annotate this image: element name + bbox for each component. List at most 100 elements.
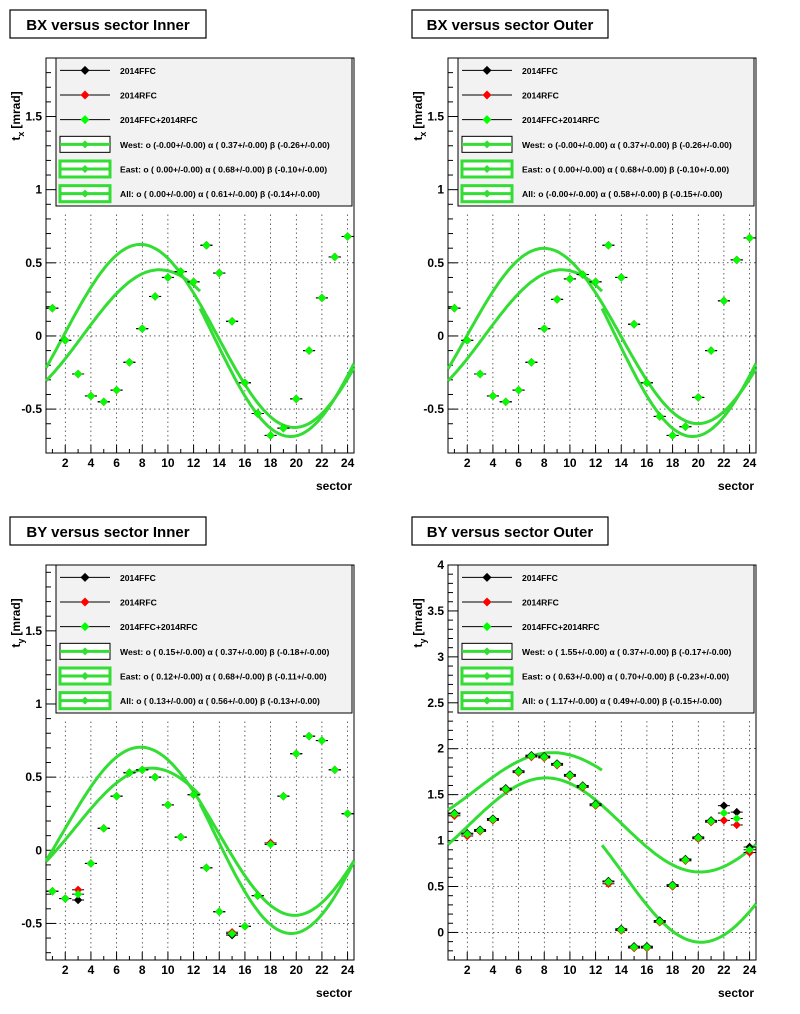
y-axis-label: ty [mrad] <box>411 598 428 647</box>
data-point <box>227 317 237 326</box>
fit-curve-west <box>446 268 604 382</box>
x-tick-label: 14 <box>213 963 227 977</box>
legend-box <box>55 564 353 714</box>
x-tick-label: 16 <box>238 456 252 470</box>
legend-marker <box>80 597 90 607</box>
legend-entry: 2014FFC+2014RFC <box>462 115 600 125</box>
y-axis-subscript: y <box>16 639 26 644</box>
legend: 2014FFC 2014RFC 2014FFC+2014RFC West: o (-0… <box>457 57 755 207</box>
legend: 2014FFC 2014RFC 2014FFC+2014RFC West: o ( 0… <box>55 564 353 714</box>
data-point <box>86 391 96 401</box>
data-point <box>138 324 147 333</box>
data-point <box>343 232 352 241</box>
legend-marker <box>80 115 90 125</box>
y-tick-label: -0.5 <box>423 402 444 416</box>
y-tick-label: 0 <box>35 329 42 343</box>
legend-entry: 2014FFC+2014RFC <box>60 622 198 632</box>
title-box <box>9 9 207 39</box>
data-point <box>642 942 652 952</box>
y-axis-label: tx [mrad] <box>9 91 26 140</box>
data-point <box>99 397 108 406</box>
legend-entry: East: o ( 0.63+/-0.00) α ( 0.70+/-0.00) … <box>460 666 729 686</box>
data-point <box>189 790 198 799</box>
y-tick-label: -0.5 <box>21 916 42 930</box>
x-tick-label: 6 <box>515 456 522 470</box>
data-point <box>73 369 83 379</box>
fit-curve-east <box>198 803 356 935</box>
legend-label: 2014FFC <box>522 66 558 76</box>
x-tick-label: 18 <box>666 963 680 977</box>
legend-entry: All: o ( 1.17+/-0.00) α ( 0.49+/-0.00) β… <box>460 691 722 711</box>
y-axis-label: ty [mrad] <box>9 598 26 647</box>
x-tick-label: 24 <box>341 456 355 470</box>
y-axis-title: tx [mrad] <box>9 91 26 140</box>
legend-box <box>55 57 353 207</box>
legend-label: 2014FFC <box>522 573 558 583</box>
chart-title: BX versus sector Outer <box>411 9 609 39</box>
data-point <box>304 346 314 355</box>
x-tick-label: 8 <box>541 456 548 470</box>
legend-entry: East: o ( 0.00+/-0.00) α ( 0.68+/-0.00) … <box>58 159 327 179</box>
data-point <box>732 820 741 830</box>
x-tick-label: 8 <box>139 963 146 977</box>
fit-curves <box>44 242 356 438</box>
data-point <box>694 833 703 843</box>
x-tick-label: 6 <box>113 456 120 470</box>
legend-label: East: o ( 0.63+/-0.00) α ( 0.70+/-0.00) … <box>522 672 729 682</box>
y-axis-unit: [mrad] <box>9 598 23 635</box>
x-tick-label: 16 <box>238 963 252 977</box>
y-tick-label: 1 <box>35 697 42 711</box>
data-point <box>150 772 160 782</box>
data-point <box>202 241 211 250</box>
legend-marker <box>81 165 89 173</box>
y-tick-label: 3 <box>437 650 444 664</box>
y-tick-label: 2.5 <box>427 696 444 710</box>
legend-marker <box>483 647 491 656</box>
data-point <box>125 768 134 777</box>
data-point <box>655 412 664 421</box>
legend-marker <box>482 115 492 125</box>
legend-entry: 2014FFC <box>60 572 156 583</box>
x-tick-label: 22 <box>717 963 731 977</box>
data-point <box>48 303 57 313</box>
gridlines <box>46 214 354 453</box>
data-point <box>629 942 639 952</box>
y-axis-title: ty [mrad] <box>411 598 428 647</box>
y-axis: -0.5 0 0.5 1 1.5 tx [mrad] <box>9 57 56 454</box>
y-tick-label: 4 <box>437 558 444 572</box>
legend-label: West: o ( 1.55+/-0.00) α ( 0.37+/-0.00) … <box>522 647 731 657</box>
legend-entry: East: o ( 0.12+/-0.00) α ( 0.68+/-0.00) … <box>58 666 327 686</box>
data-point <box>317 293 327 303</box>
data-point <box>488 815 498 824</box>
legend-marker <box>80 622 90 632</box>
data-point <box>668 881 677 890</box>
x-tick-label: 4 <box>490 456 497 470</box>
fit-curves <box>446 246 758 438</box>
data-point <box>176 267 185 276</box>
title-text: BY versus sector Outer <box>427 524 594 541</box>
y-axis: 0 0.5 1 1.5 2 2.5 3 3.5 4 ty [mrad] <box>411 558 458 952</box>
y-axis-unit: [mrad] <box>9 91 23 128</box>
y-axis-symbol: t <box>9 137 23 141</box>
fit-curves <box>447 751 758 944</box>
y-tick-label: 1 <box>437 834 444 848</box>
chart-title: BX versus sector Inner <box>9 9 207 39</box>
x-tick-label: 6 <box>515 963 522 977</box>
data-point <box>488 391 498 401</box>
legend-label: All: o (-0.00+/-0.00) α ( 0.58+/-0.00) β… <box>522 189 723 199</box>
y-axis-subscript: x <box>418 132 428 137</box>
legend-entry: All: o ( 0.00+/-0.00) α ( 0.61+/-0.00) β… <box>58 184 320 204</box>
y-tick-label: 0.5 <box>25 256 42 270</box>
legend-label: 2014FFC+2014RFC <box>120 115 198 125</box>
legend-marker <box>482 90 492 100</box>
data-point <box>732 807 741 817</box>
data-markers <box>46 731 354 940</box>
legend-label: All: o ( 0.00+/-0.00) α ( 0.61+/-0.00) β… <box>120 189 320 199</box>
data-point <box>240 378 250 387</box>
fit-curve-all <box>447 776 757 874</box>
y-axis-label: tx [mrad] <box>411 91 428 140</box>
data-point <box>540 752 549 762</box>
x-tick-label: 2 <box>62 963 69 977</box>
data-point <box>514 767 523 776</box>
